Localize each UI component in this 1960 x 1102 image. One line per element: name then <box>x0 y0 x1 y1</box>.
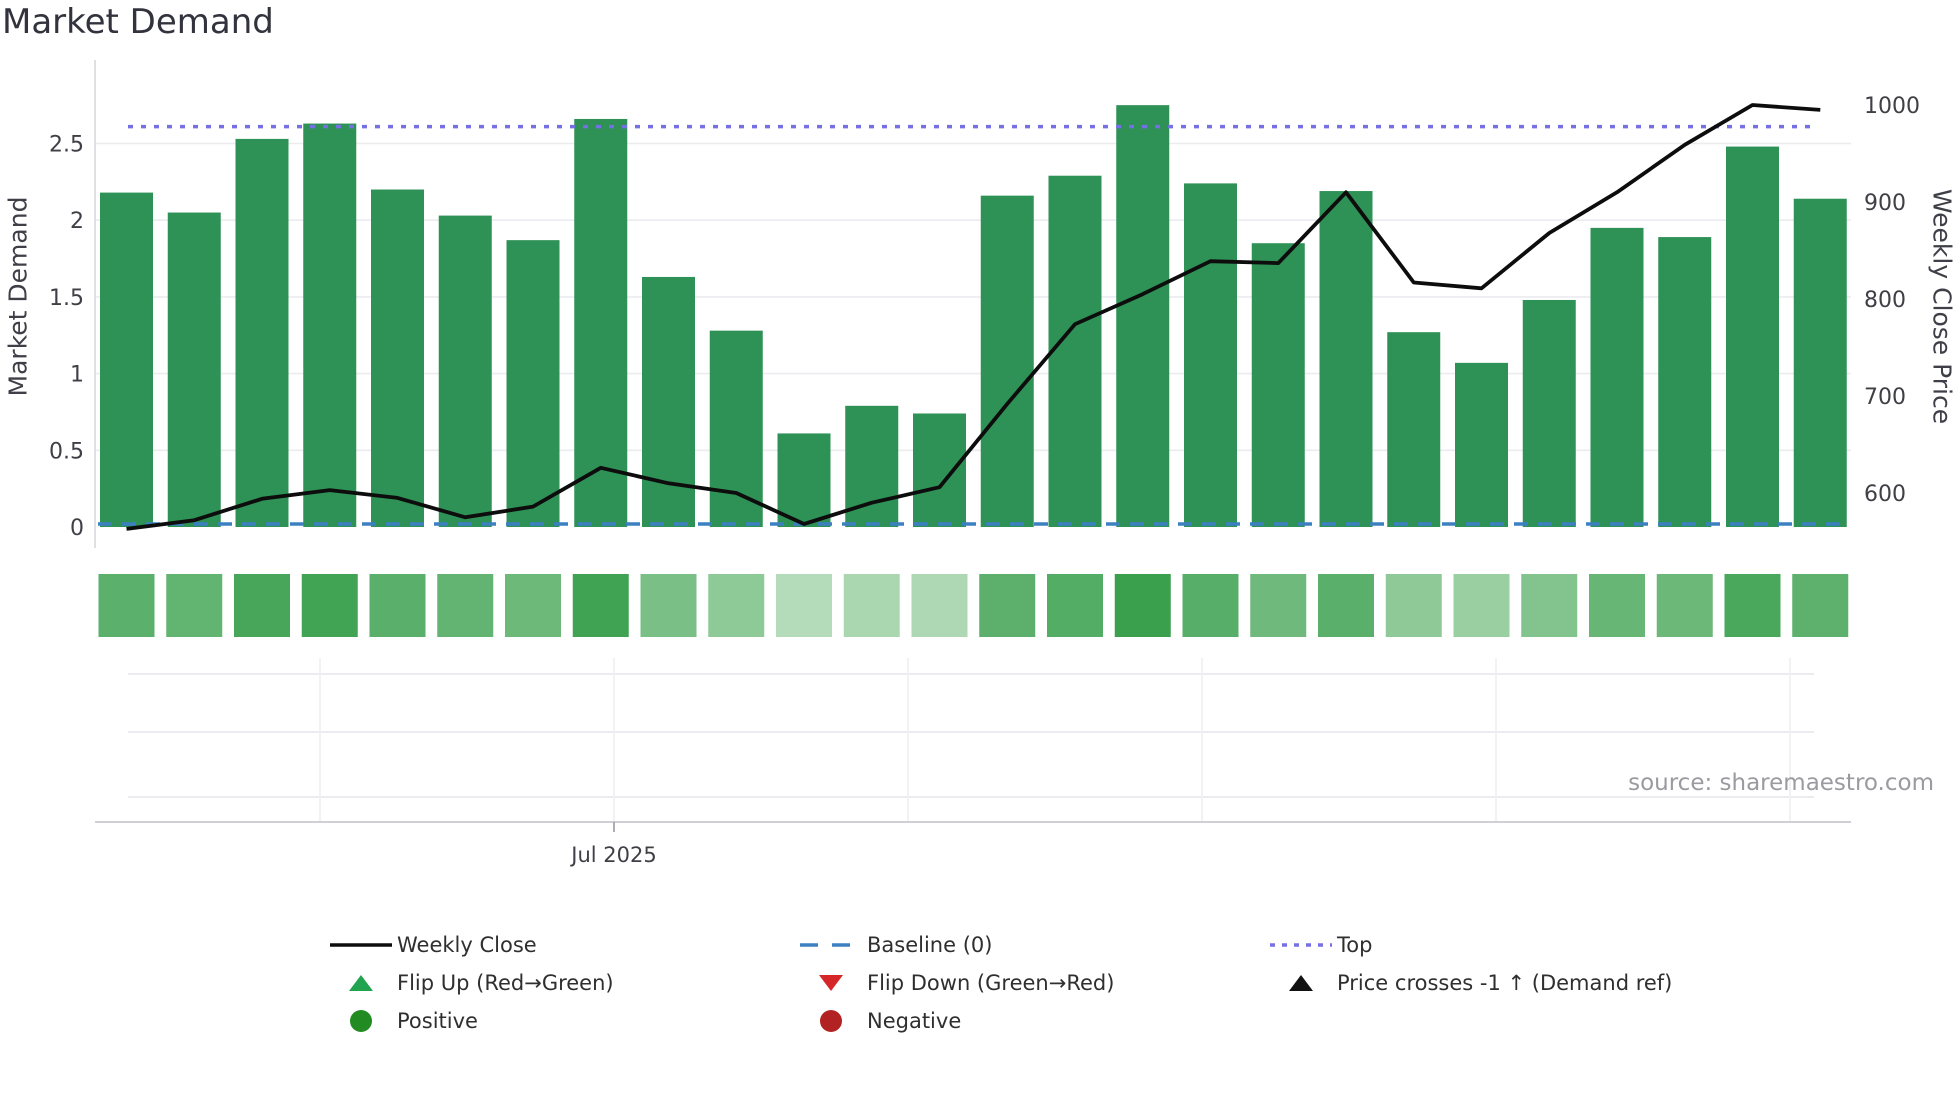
heatmap-cell[interactable] <box>1521 574 1578 637</box>
left-axis-tick-label: 0.5 <box>49 439 84 464</box>
heatmap-cell[interactable] <box>505 574 561 637</box>
heatmap-cell[interactable] <box>979 574 1036 637</box>
black-up-triangle-icon <box>1265 973 1337 993</box>
heatmap-cell[interactable] <box>1047 574 1103 637</box>
demand-bar[interactable] <box>1116 105 1170 528</box>
red-down-triangle-icon <box>795 973 867 993</box>
left-axis-tick-label: 0 <box>70 516 84 541</box>
demand-bar[interactable] <box>235 138 289 527</box>
demand-bar[interactable] <box>1184 183 1237 527</box>
right-axis-tick-label: 900 <box>1864 191 1906 216</box>
heatmap-cell[interactable] <box>1656 574 1713 637</box>
demand-bar[interactable] <box>303 123 357 528</box>
demand-bar[interactable] <box>1387 332 1441 527</box>
black-line-icon <box>325 941 397 949</box>
legend-item-flip-up[interactable]: Flip Up (Red→Green) <box>325 964 614 1002</box>
heatmap-cell[interactable] <box>1385 574 1442 637</box>
heatmap-cell[interactable] <box>98 574 155 637</box>
heatmap-cell[interactable] <box>1318 574 1374 637</box>
demand-bar[interactable] <box>980 195 1034 527</box>
heatmap-cell[interactable] <box>911 574 968 637</box>
source-attribution: source: sharemaestro.com <box>1628 770 1934 796</box>
heatmap-cell[interactable] <box>843 574 900 637</box>
blue-dashed-line-icon <box>795 941 867 949</box>
heatmap-cell[interactable] <box>1250 574 1307 637</box>
legend-label: Top <box>1337 933 1373 957</box>
heatmap-cell[interactable] <box>1453 574 1510 637</box>
heatmap-cell[interactable] <box>369 574 426 637</box>
heatmap-cell[interactable] <box>437 574 494 637</box>
right-axis-tick-label: 700 <box>1864 385 1906 410</box>
demand-bar[interactable] <box>1658 237 1712 527</box>
demand-bar[interactable] <box>777 433 831 527</box>
heatmap-cell[interactable] <box>1114 574 1171 637</box>
left-axis-tick-label: 2.5 <box>49 133 84 158</box>
demand-bar[interactable] <box>574 118 628 528</box>
demand-bar[interactable] <box>438 215 492 527</box>
heatmap-cell[interactable] <box>1724 574 1781 637</box>
legend-item-price-crosses[interactable]: Price crosses -1 ↑ (Demand ref) <box>1265 964 1672 1002</box>
heatmap-cell[interactable] <box>572 574 629 637</box>
legend-label: Flip Down (Green→Red) <box>867 971 1115 995</box>
demand-bar[interactable] <box>1590 227 1644 527</box>
legend-label: Baseline (0) <box>867 933 993 957</box>
legend-item-flip-down[interactable]: Flip Down (Green→Red) <box>795 964 1114 1002</box>
demand-bar[interactable] <box>167 212 221 527</box>
demand-bar[interactable] <box>913 413 966 527</box>
red-circle-icon <box>795 1009 867 1033</box>
legend-column-3: Top Price crosses -1 ↑ (Demand ref) <box>1265 926 1672 1002</box>
right-axis-tick-label: 1000 <box>1864 94 1920 119</box>
demand-bar[interactable] <box>100 192 153 527</box>
demand-bar[interactable] <box>371 189 424 527</box>
heatmap-cell[interactable] <box>301 574 358 637</box>
green-up-triangle-icon <box>325 973 397 993</box>
legend-label: Weekly Close <box>397 933 537 957</box>
demand-bar[interactable] <box>1522 299 1576 527</box>
legend-item-weekly-close[interactable]: Weekly Close <box>325 926 614 964</box>
page-title: Market Demand <box>2 2 274 42</box>
right-axis-tick-label: 600 <box>1864 482 1906 507</box>
heatmap-cell[interactable] <box>640 574 697 637</box>
heatmap-cell[interactable] <box>234 574 290 637</box>
legend-label: Flip Up (Red→Green) <box>397 971 614 995</box>
legend-item-negative[interactable]: Negative <box>795 1002 1114 1040</box>
legend-label: Positive <box>397 1009 478 1033</box>
demand-bar[interactable] <box>506 240 560 527</box>
demand-bar[interactable] <box>709 330 763 527</box>
demand-bar[interactable] <box>1048 175 1102 528</box>
legend-item-positive[interactable]: Positive <box>325 1002 614 1040</box>
legend-item-top[interactable]: Top <box>1265 926 1672 964</box>
demand-bar[interactable] <box>642 276 695 527</box>
right-axis-tick-label: 800 <box>1864 288 1906 313</box>
demand-bar[interactable] <box>1793 198 1847 527</box>
legend-column-2: Baseline (0) Flip Down (Green→Red) Negat… <box>795 926 1114 1040</box>
left-axis-tick-label: 2 <box>70 209 84 234</box>
heatmap-cell[interactable] <box>1792 574 1849 637</box>
x-axis-tick-label: Jul 2025 <box>569 843 656 867</box>
legend-label: Negative <box>867 1009 962 1033</box>
green-circle-icon <box>325 1009 397 1033</box>
demand-bar[interactable] <box>1319 191 1373 527</box>
purple-dotted-line-icon <box>1265 941 1337 949</box>
weekly-close-line[interactable] <box>126 103 1821 531</box>
demand-bar[interactable] <box>1726 146 1779 527</box>
heatmap-cell[interactable] <box>166 574 223 637</box>
demand-bar[interactable] <box>1455 362 1508 527</box>
demand-bar[interactable] <box>1251 243 1305 527</box>
heatmap-cell[interactable] <box>708 574 765 637</box>
heatmap-cell[interactable] <box>1589 574 1645 637</box>
heatmap-cell[interactable] <box>776 574 832 637</box>
legend-item-baseline[interactable]: Baseline (0) <box>795 926 1114 964</box>
left-axis-tick-label: 1 <box>70 363 84 388</box>
legend-label: Price crosses -1 ↑ (Demand ref) <box>1337 971 1673 995</box>
legend-column-1: Weekly Close Flip Up (Red→Green) Positiv… <box>325 926 614 1040</box>
heatmap-cell[interactable] <box>1182 574 1239 637</box>
left-axis-tick-label: 1.5 <box>49 286 84 311</box>
